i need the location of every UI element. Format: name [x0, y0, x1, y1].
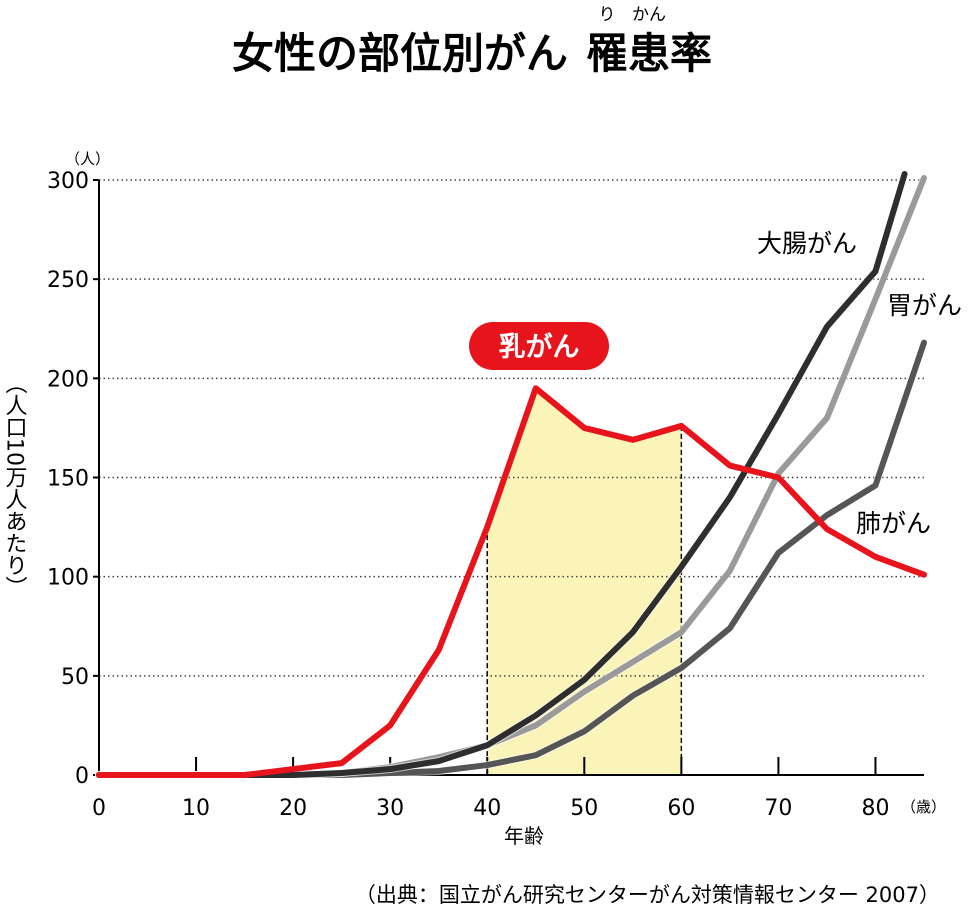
y-tick-label-50: 50: [61, 665, 89, 690]
series-label-stomach: 胃がん: [887, 291, 962, 320]
source-note: （出典：国立がん研究センターがん対策情報センター 2007）: [355, 883, 940, 907]
y-unit-label: （人）: [65, 150, 110, 168]
y-axis-title: （人口10万人あたり）: [2, 372, 28, 598]
x-axis-title: 年齢: [504, 824, 544, 848]
chart-title: 女性の部位別がん 罹 患 率 り かん: [232, 5, 712, 78]
series-lines: [95, 170, 928, 779]
x-tick-label-40: 40: [473, 796, 501, 821]
highlight-guides: [486, 425, 683, 775]
x-unit-label: （歳）: [901, 798, 946, 816]
title-prefix: 女性の部位別がん: [232, 29, 568, 78]
x-tick-label-50: 50: [570, 796, 598, 821]
y-tick-labels: 0 50 100 150 200 250 300: [47, 169, 89, 789]
series-label-lung: 肺がん: [856, 509, 931, 538]
title-ruby-kan: かん: [632, 5, 666, 25]
series-line-breast: [96, 385, 927, 778]
series-label-colorectal: 大腸がん: [757, 229, 857, 258]
highlight-band: [487, 388, 682, 775]
title-ruby-ri: り: [599, 5, 616, 25]
series-label-breast: 乳がん: [499, 331, 580, 363]
x-tick-label-80: 80: [861, 796, 889, 821]
title-kanji-kan: 患: [628, 29, 670, 78]
x-tick-label-10: 10: [182, 796, 210, 821]
y-tick-label-100: 100: [47, 566, 89, 591]
x-tick-label-20: 20: [279, 796, 307, 821]
x-tick-label-60: 60: [667, 796, 695, 821]
breast-callout-bg: [469, 322, 609, 370]
y-tick-label-300: 300: [47, 169, 89, 194]
breast-callout: 乳がん: [469, 322, 609, 370]
x-tick-label-70: 70: [764, 796, 792, 821]
title-kanji-ri: 罹: [586, 29, 628, 78]
y-tick-label-200: 200: [47, 367, 89, 392]
x-tick-label-30: 30: [376, 796, 404, 821]
x-tick-labels: 0 10 20 30 40 50 60 70 80: [92, 796, 889, 821]
title-suffix: 率: [670, 29, 712, 78]
y-tick-label-0: 0: [75, 764, 89, 789]
x-tick-label-0: 0: [92, 796, 106, 821]
y-tick-label-250: 250: [47, 268, 89, 293]
y-tick-label-150: 150: [47, 467, 89, 492]
